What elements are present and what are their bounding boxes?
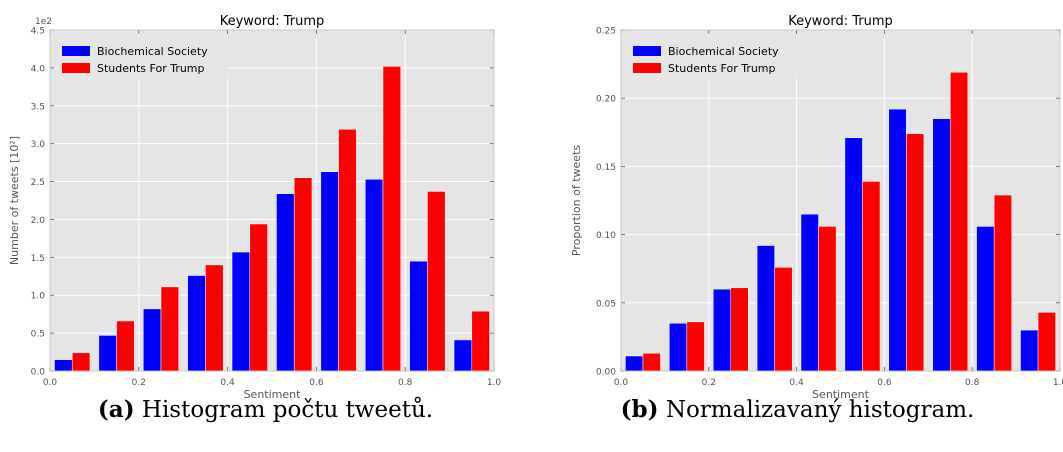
y-tick-label: 0.15: [596, 163, 616, 173]
bar-biochemical-society: [1020, 329, 1039, 372]
caption-b-text: Normalizavaný histogram.: [665, 397, 975, 423]
bar-students-for-trump: [71, 352, 91, 372]
legend-entry-label: Biochemical Society: [668, 45, 779, 58]
bar-biochemical-society: [844, 137, 863, 372]
bar-students-for-trump: [205, 264, 224, 372]
legend-entry-label: Students For Trump: [668, 62, 776, 75]
caption-a-label: (a): [97, 396, 135, 423]
bar-students-for-trump: [293, 177, 313, 372]
x-tick-label: 0.2: [132, 378, 146, 388]
caption-b: (b) Normalizavaný histogram.: [532, 396, 1063, 423]
x-tick-label: 0.0: [43, 378, 58, 388]
bar-biochemical-society: [320, 171, 339, 372]
y-tick-label: 0.25: [596, 27, 616, 37]
y-tick-label: 4.0: [31, 64, 46, 74]
x-tick-label: 0.6: [309, 378, 324, 388]
bar-students-for-trump: [249, 223, 268, 372]
bar-students-for-trump: [642, 353, 661, 372]
bar-students-for-trump: [116, 320, 135, 372]
bar-students-for-trump: [862, 181, 881, 372]
bar-biochemical-society: [800, 213, 819, 372]
bar-biochemical-society: [142, 308, 162, 372]
x-tick-label: 0.0: [614, 378, 629, 388]
legend-swatch: [62, 63, 90, 73]
x-tick-label: 0.8: [965, 378, 980, 388]
legend-entry-label: Students For Trump: [97, 62, 205, 75]
x-axis-label: Sentiment: [812, 388, 870, 401]
bar-biochemical-society: [453, 339, 473, 372]
y-tick-label: 2.5: [31, 178, 45, 188]
y-tick-label: 2.0: [31, 216, 46, 226]
y-axis-multiplier: 1e2: [35, 17, 52, 27]
bar-biochemical-society: [409, 260, 428, 372]
y-tick-label: 0.20: [596, 95, 616, 105]
x-tick-label: 0.2: [702, 378, 716, 388]
bar-biochemical-society: [54, 359, 73, 372]
bar-biochemical-society: [98, 335, 117, 372]
y-tick-label: 0.00: [596, 368, 616, 378]
y-tick-label: 0.05: [596, 299, 616, 309]
bar-biochemical-society: [625, 355, 644, 372]
bar-biochemical-society: [364, 179, 384, 372]
y-axis-label: Number of tweets [10²]: [8, 136, 21, 265]
caption-a-text: Histogram počtu tweetů.: [141, 397, 434, 423]
y-tick-label: 0.0: [31, 368, 46, 378]
bar-students-for-trump: [338, 129, 357, 372]
bar-biochemical-society: [231, 251, 251, 372]
y-tick-label: 3.5: [31, 102, 45, 112]
plot-frame: [49, 29, 495, 372]
x-tick-label: 0.6: [877, 378, 892, 388]
bar-biochemical-society: [976, 226, 995, 372]
caption-b-label: (b): [620, 396, 659, 423]
x-axis-label: Sentiment: [244, 388, 302, 401]
bar-biochemical-society: [756, 245, 775, 372]
y-tick-label: 0.5: [31, 330, 45, 340]
bar-students-for-trump: [471, 310, 490, 372]
bar-students-for-trump: [950, 72, 969, 372]
legend-entry-label: Biochemical Society: [97, 45, 208, 58]
bar-students-for-trump: [993, 194, 1012, 372]
bar-students-for-trump: [1037, 312, 1056, 372]
chart-title: Keyword: Trump: [220, 14, 325, 29]
y-tick-label: 3.0: [31, 140, 46, 150]
x-tick-label: 0.4: [789, 378, 804, 388]
y-tick-label: 0.10: [596, 231, 616, 241]
legend-swatch: [633, 63, 661, 73]
bar-students-for-trump: [427, 191, 446, 372]
legend-swatch: [62, 46, 90, 56]
chart-normalized-histogram: 0.00 0.05 0.10 0.15 0.20 0.25 0.0 0.2 0.4 0.6 0.8 1…: [570, 14, 1063, 401]
bar-biochemical-society: [888, 108, 907, 372]
legend-swatch: [633, 46, 661, 56]
x-tick-label: 1.0: [1053, 378, 1063, 388]
panel-normalized-histogram: 0.00 0.05 0.10 0.15 0.20 0.25 0.0 0.2 0.4 0.6 0.8 1…: [532, 0, 1063, 452]
chart-title: Keyword: Trump: [788, 14, 893, 29]
y-tick-label: 1.5: [31, 254, 45, 264]
bar-students-for-trump: [160, 286, 180, 372]
bar-biochemical-society: [276, 193, 295, 372]
y-tick-label: 4.5: [31, 27, 45, 37]
caption-a: (a) Histogram počtu tweetů.: [0, 396, 531, 423]
bar-students-for-trump: [686, 321, 705, 372]
bar-biochemical-society: [187, 275, 206, 372]
bar-students-for-trump: [774, 267, 793, 372]
bar-students-for-trump: [382, 66, 402, 372]
x-tick-label: 1.0: [487, 378, 502, 388]
bar-students-for-trump: [906, 133, 925, 372]
bar-biochemical-society: [669, 323, 688, 372]
bar-biochemical-society: [712, 288, 732, 372]
panel-count-histogram: 0.0 0.5 1.0 1.5 2.0 2.5 3.0 3.5 4.0 4.5 0.0 0.2 0.4 0…: [0, 0, 531, 452]
bar-students-for-trump: [730, 287, 749, 372]
chart-count-histogram: 0.0 0.5 1.0 1.5 2.0 2.5 3.0 3.5 4.0 4.5 0.0 0.2 0.4 0…: [8, 14, 502, 401]
bar-biochemical-society: [932, 118, 951, 372]
x-tick-label: 0.8: [398, 378, 413, 388]
bar-students-for-trump: [818, 226, 837, 372]
x-tick-label: 0.4: [220, 378, 235, 388]
plot-frame: [620, 29, 1061, 372]
y-tick-label: 1.0: [31, 292, 46, 302]
y-axis-label: Proportion of tweets: [570, 145, 583, 257]
